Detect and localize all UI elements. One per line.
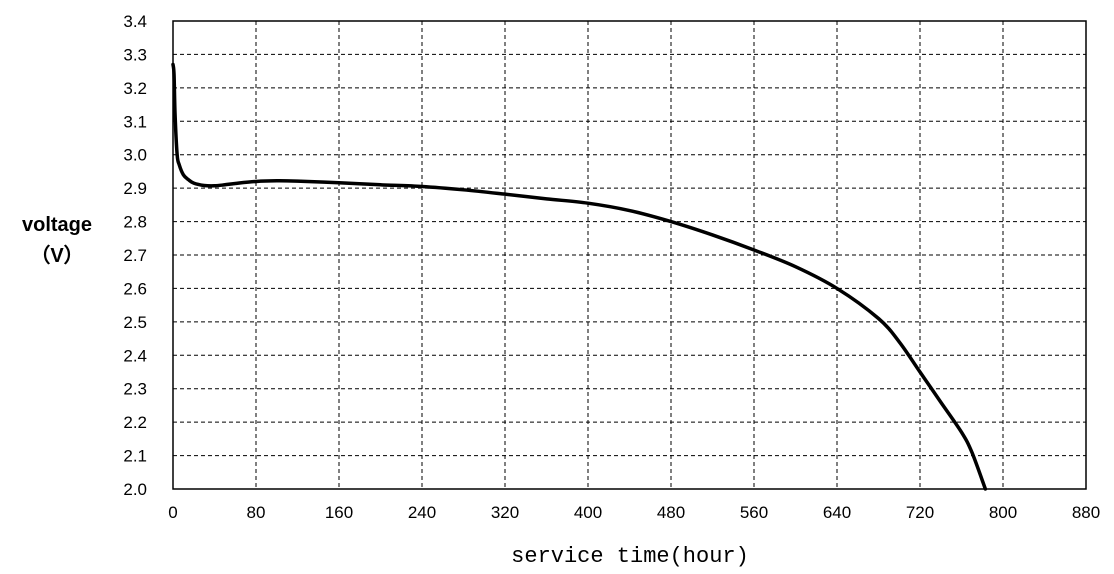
- x-axis-label: service time(hour): [511, 544, 749, 569]
- y-axis-ticks: 2.0 2.1 2.2 2.3 2.4 2.5 2.6 2.7 2.8 2.9 3.0 3.1 3.2 3…: [123, 12, 147, 499]
- x-tick-label: 320: [491, 503, 519, 522]
- x-tick-label: 800: [989, 503, 1017, 522]
- x-tick-label: 400: [574, 503, 602, 522]
- x-tick-label: 880: [1072, 503, 1100, 522]
- x-tick-label: 0: [168, 503, 177, 522]
- y-tick-label: 3.1: [123, 112, 147, 131]
- series-line: [171, 62, 988, 491]
- y-tick-label: 3.2: [123, 79, 147, 98]
- x-tick-label: 80: [247, 503, 266, 522]
- x-axis-ticks: 0 80 160 240 320 400 480 560 640 720 800 880: [168, 503, 1100, 522]
- y-tick-label: 3.3: [123, 45, 147, 64]
- plot-area-frame: [172, 20, 1087, 490]
- y-tick-label: 2.9: [123, 179, 147, 198]
- y-tick-label: 2.5: [123, 313, 147, 332]
- series-layer: [171, 62, 988, 491]
- x-tick-label: 240: [408, 503, 436, 522]
- y-tick-label: 2.8: [123, 213, 147, 232]
- grid: [173, 21, 1086, 489]
- x-tick-label: 480: [657, 503, 685, 522]
- y-tick-label: 2.2: [123, 413, 147, 432]
- x-tick-label: 640: [823, 503, 851, 522]
- y-tick-label: 2.1: [123, 447, 147, 466]
- y-axis-label-line2: （V）: [30, 244, 83, 267]
- y-tick-label: 2.4: [123, 346, 147, 365]
- y-tick-label: 2.6: [123, 279, 147, 298]
- x-tick-label: 720: [906, 503, 934, 522]
- y-tick-label: 3.0: [123, 146, 147, 165]
- x-tick-label: 160: [325, 503, 353, 522]
- y-tick-label: 2.3: [123, 380, 147, 399]
- y-tick-label: 3.4: [123, 12, 147, 31]
- y-tick-label: 2.0: [123, 480, 147, 499]
- y-axis-label-line1: voltage: [22, 214, 92, 236]
- x-tick-label: 560: [740, 503, 768, 522]
- y-tick-label: 2.7: [123, 246, 147, 265]
